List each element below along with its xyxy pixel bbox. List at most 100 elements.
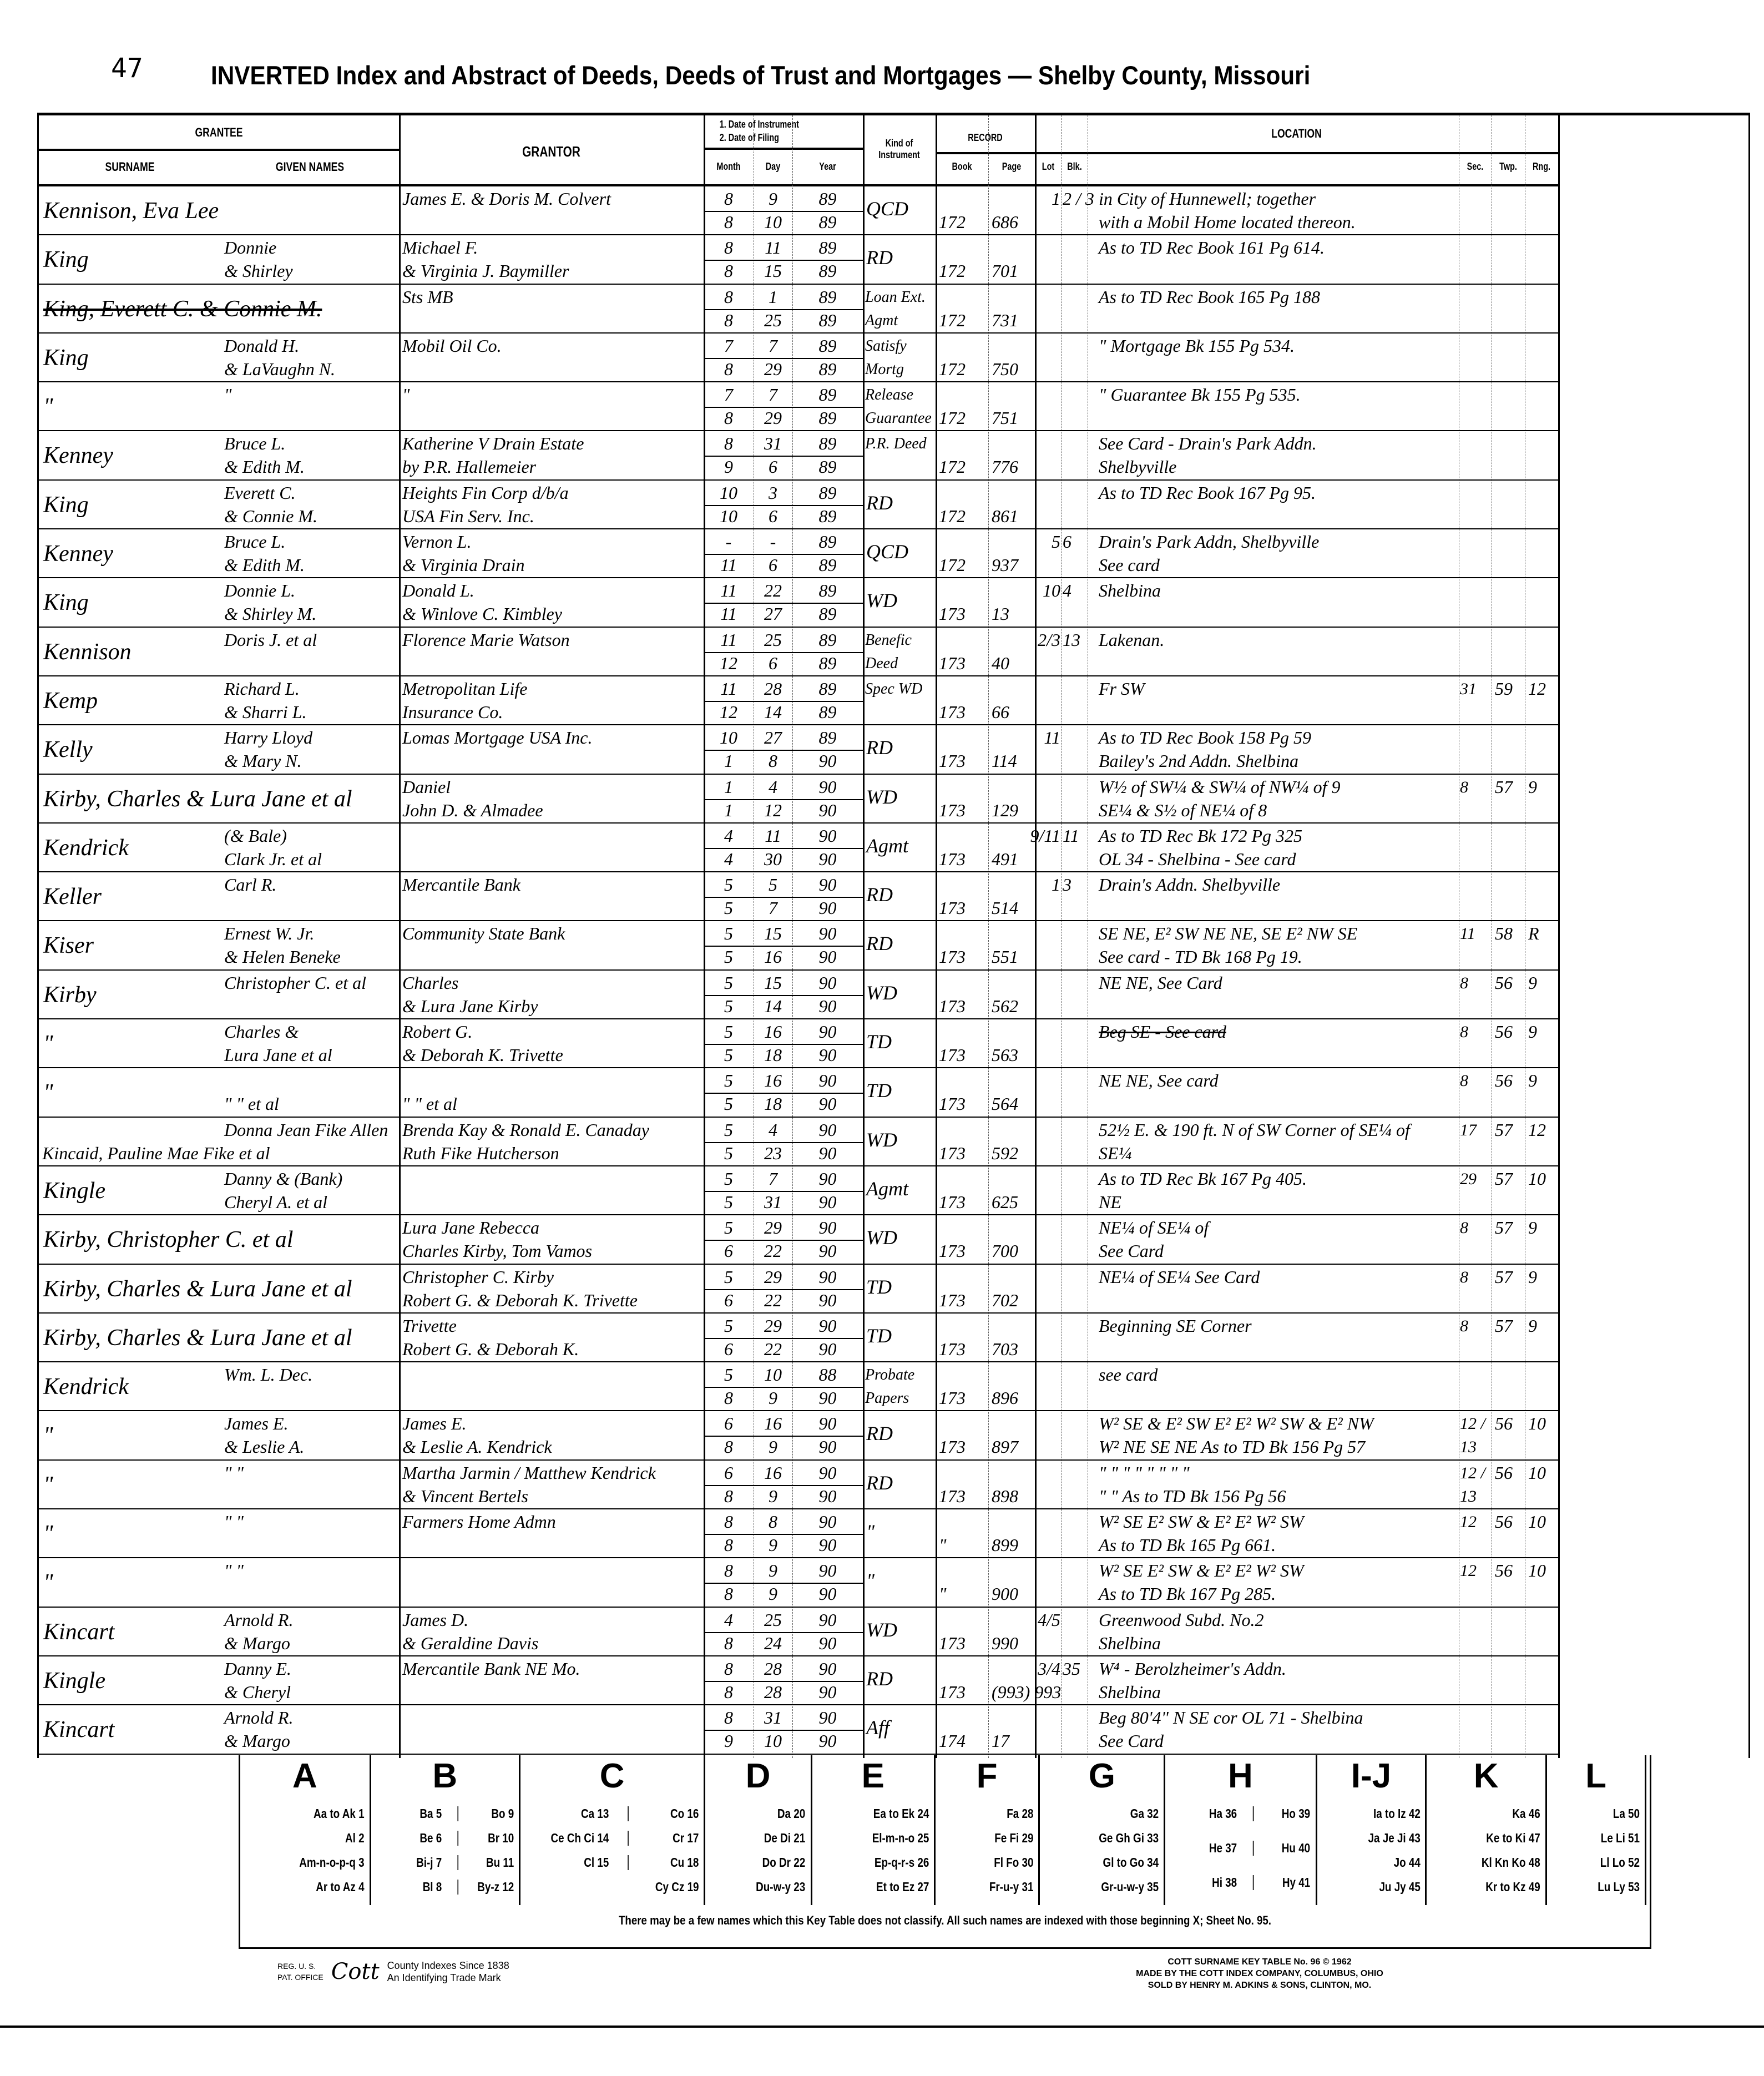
key-entry: Ar to Az 4 bbox=[316, 1880, 365, 1894]
grantor-cell bbox=[399, 1166, 704, 1214]
surname-cell: King bbox=[39, 235, 399, 283]
date-divider bbox=[704, 1044, 754, 1045]
location-description: See Card - Drain's Park Addn. bbox=[1099, 433, 1317, 454]
twp-cell: 56 bbox=[1492, 1461, 1525, 1508]
twp-cell bbox=[1492, 529, 1525, 577]
key-entry: Am-n-o-p-q 3 bbox=[299, 1855, 365, 1870]
grantee-given-names: Lura Jane et al bbox=[224, 1045, 332, 1065]
record-book: 173 bbox=[939, 1338, 966, 1359]
loc-cell: 52½ E. & 190 ft. N of SW Corner of SE¼ o… bbox=[1088, 1118, 1459, 1165]
entry-row: Kennison Doris J. et al Florence Marie Wat… bbox=[39, 628, 1558, 676]
loc-cell: As to TD Rec Book 165 Pg 188 bbox=[1088, 285, 1459, 332]
record-book: 173 bbox=[939, 947, 966, 967]
grantor-name: Robert G. & Deborah K. bbox=[402, 1338, 579, 1359]
kind-cell: RD bbox=[863, 235, 936, 283]
instrument-date-month: 11 bbox=[720, 629, 737, 650]
grantor-name: & Leslie A. Kendrick bbox=[402, 1437, 552, 1457]
key-entry: Ll Lo 52 bbox=[1600, 1855, 1640, 1870]
twp-cell bbox=[1492, 382, 1525, 430]
date-divider bbox=[704, 994, 754, 996]
entry-row: Kirby, Charles & Lura Jane et al Trivette… bbox=[39, 1314, 1558, 1363]
instrument-date-day: 25 bbox=[764, 1609, 782, 1630]
instrument-kind: RD bbox=[866, 1471, 893, 1494]
record-page: 861 bbox=[992, 506, 1018, 526]
date-divider bbox=[704, 1631, 754, 1633]
grantor-cell: Metropolitan Life Insurance Co. bbox=[399, 676, 704, 724]
filing-date-day: 24 bbox=[764, 1633, 782, 1653]
grantor-cell bbox=[399, 1558, 704, 1606]
book-cell: 173 bbox=[936, 1118, 988, 1165]
page-cell: 129 bbox=[988, 775, 1035, 822]
surname-cell: Kelly bbox=[39, 725, 399, 773]
blk-cell bbox=[1062, 1558, 1088, 1606]
instrument-date-month: 8 bbox=[724, 238, 733, 258]
surname-cell: Kirby, Christopher C. et al bbox=[39, 1215, 399, 1263]
date-divider bbox=[704, 1436, 754, 1437]
lot-cell: 2/3 bbox=[1035, 628, 1062, 675]
date-divider bbox=[754, 1583, 792, 1584]
filing-date-month: 8 bbox=[724, 1437, 733, 1457]
loc-cell: NE NE, See Card bbox=[1088, 971, 1459, 1018]
page-cell: 114 bbox=[988, 725, 1035, 773]
filing-date-month: 11 bbox=[720, 604, 737, 624]
loc-cell: NE¼ of SE¼ See Card bbox=[1088, 1265, 1459, 1312]
record-page: 491 bbox=[992, 848, 1018, 869]
instrument-kind: WD bbox=[866, 589, 897, 612]
kind-cell: " bbox=[863, 1558, 936, 1606]
column-rule bbox=[863, 115, 865, 1758]
header-grantee: GRANTEE bbox=[195, 125, 243, 139]
location-description: " Mortgage Bk 155 Pg 534. bbox=[1099, 335, 1295, 356]
book-cell: 172 bbox=[936, 285, 988, 332]
filing-date-year: 89 bbox=[818, 212, 837, 232]
rng-cell bbox=[1525, 628, 1558, 675]
date-divider bbox=[792, 1044, 863, 1045]
section-number: 8 bbox=[1460, 973, 1468, 992]
page-cell: 731 bbox=[988, 285, 1035, 332]
book-cell: 173 bbox=[936, 628, 988, 675]
publisher-info: COTT SURNAME KEY TABLE No. 96 © 1962 MAD… bbox=[1054, 1956, 1465, 1991]
instrument-date-day: 9 bbox=[769, 189, 777, 209]
loc-cell: W⁴ - Berolzheimer's Addn. Shelbina bbox=[1088, 1656, 1459, 1704]
grantor-cell: Farmers Home Admn bbox=[399, 1509, 704, 1557]
grantor-name: Brenda Kay & Ronald E. Canaday bbox=[402, 1119, 649, 1140]
date-divider bbox=[754, 407, 792, 408]
cott-trademark: REG. U. S. PAT. OFFICE Cott County Index… bbox=[277, 1959, 509, 1984]
grantee-given-names: Danny & (Bank) bbox=[224, 1168, 343, 1189]
filing-date-year: 90 bbox=[818, 800, 837, 820]
date-divider bbox=[792, 407, 863, 408]
location-description: Greenwood Subd. No.2 bbox=[1099, 1609, 1264, 1630]
rng-cell bbox=[1525, 1608, 1558, 1655]
book-cell: 172 bbox=[936, 382, 988, 430]
filing-date-day: 27 bbox=[764, 604, 782, 624]
given-cell: Carl R. bbox=[221, 872, 399, 920]
section-number: 8 bbox=[1460, 777, 1468, 796]
record-book: 172 bbox=[939, 408, 966, 428]
date-divider bbox=[792, 1093, 863, 1094]
blk-cell bbox=[1062, 1068, 1088, 1116]
grantor-name: & Geraldine Davis bbox=[402, 1633, 539, 1653]
lot-number: 3/4 bbox=[1038, 1658, 1060, 1679]
filing-date-day: 28 bbox=[764, 1681, 782, 1702]
key-entry: El-m-n-o 25 bbox=[872, 1831, 929, 1845]
instrument-date-year: 88 bbox=[818, 1365, 837, 1385]
page-cell: 900 bbox=[988, 1558, 1035, 1606]
grantor-name: & Virginia Drain bbox=[402, 555, 525, 575]
grantee-surname: Kelly bbox=[43, 737, 93, 763]
page-cell: 701 bbox=[988, 235, 1035, 283]
lot-cell bbox=[1035, 1166, 1062, 1214]
date-divider bbox=[792, 603, 863, 604]
filing-date-month: 11 bbox=[720, 555, 737, 575]
book-cell: 173 bbox=[936, 1019, 988, 1067]
instrument-date-month: 5 bbox=[724, 923, 733, 944]
given-cell: Danny & (Bank) Cheryl A. et al bbox=[221, 1166, 399, 1214]
given-cell: Christopher C. et al bbox=[221, 971, 399, 1018]
loc-cell: Drain's Park Addn, Shelbyville See card bbox=[1088, 529, 1459, 577]
given-cell bbox=[221, 186, 399, 234]
filing-date-day: 23 bbox=[764, 1143, 782, 1163]
grantor-name: Charles bbox=[402, 972, 459, 993]
filing-date-year: 90 bbox=[818, 898, 837, 918]
